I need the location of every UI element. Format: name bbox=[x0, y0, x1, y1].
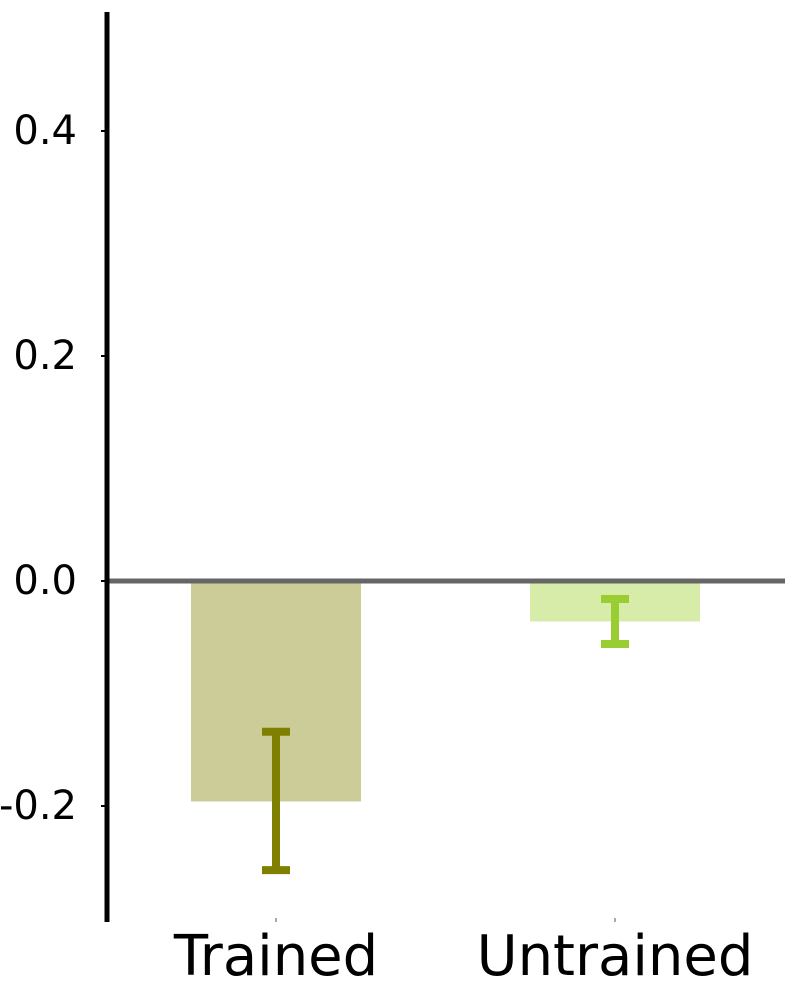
error-bar-trained bbox=[262, 727, 290, 875]
bars-layer bbox=[191, 581, 700, 802]
x-tick-label-untrained: Untrained bbox=[477, 924, 754, 989]
x-tick-label-trained: Trained bbox=[173, 924, 378, 989]
y-tick-label: 0.0 bbox=[13, 558, 77, 604]
error-bars-layer bbox=[262, 595, 629, 875]
x-ticks-layer: Trained Untrained bbox=[173, 918, 754, 989]
y-tick-label: -0.2 bbox=[0, 783, 77, 829]
y-ticks-layer: -0.2 0.0 0.2 0.4 bbox=[0, 108, 107, 829]
y-tick-label: 0.2 bbox=[13, 333, 77, 379]
error-bar-untrained bbox=[601, 595, 629, 648]
y-tick-label: 0.4 bbox=[13, 108, 77, 154]
